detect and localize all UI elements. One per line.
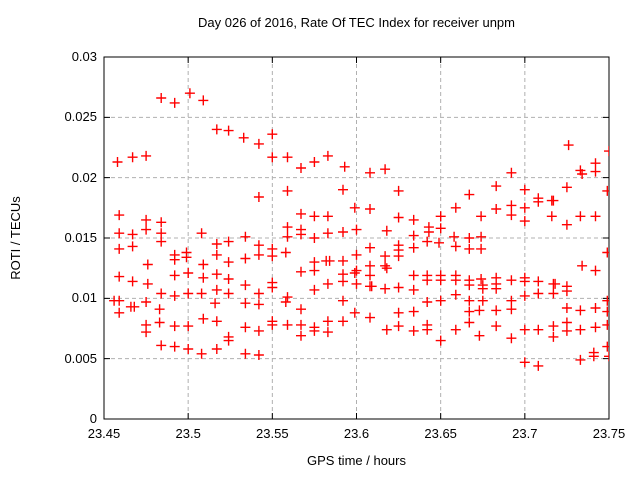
y-tick-label: 0.03 <box>71 49 97 64</box>
y-tick-label: 0.015 <box>64 230 97 245</box>
x-tick-label: 23.6 <box>343 426 370 441</box>
grid-lines <box>104 57 609 419</box>
x-tick-label: 23.5 <box>175 426 201 441</box>
y-tick-label: 0.025 <box>64 109 97 125</box>
data-points <box>109 88 609 371</box>
y-tick-label: 0.005 <box>64 350 97 366</box>
x-tick-label: 23.75 <box>592 426 626 441</box>
x-axis-title: GPS time / hours <box>307 453 406 468</box>
y-tick-label: 0.02 <box>71 169 97 185</box>
chart-title: Day 026 of 2016, Rate Of TEC Index for r… <box>198 15 515 30</box>
x-tick-label: 23.45 <box>87 426 121 441</box>
x-tick-label: 23.55 <box>256 426 289 441</box>
plot-border <box>103 56 610 420</box>
x-tick-label: 23.7 <box>512 426 538 441</box>
y-tick-label: 0.01 <box>71 290 97 306</box>
y-tick-label: 0 <box>89 411 97 426</box>
x-tick-label: 23.65 <box>424 426 457 441</box>
